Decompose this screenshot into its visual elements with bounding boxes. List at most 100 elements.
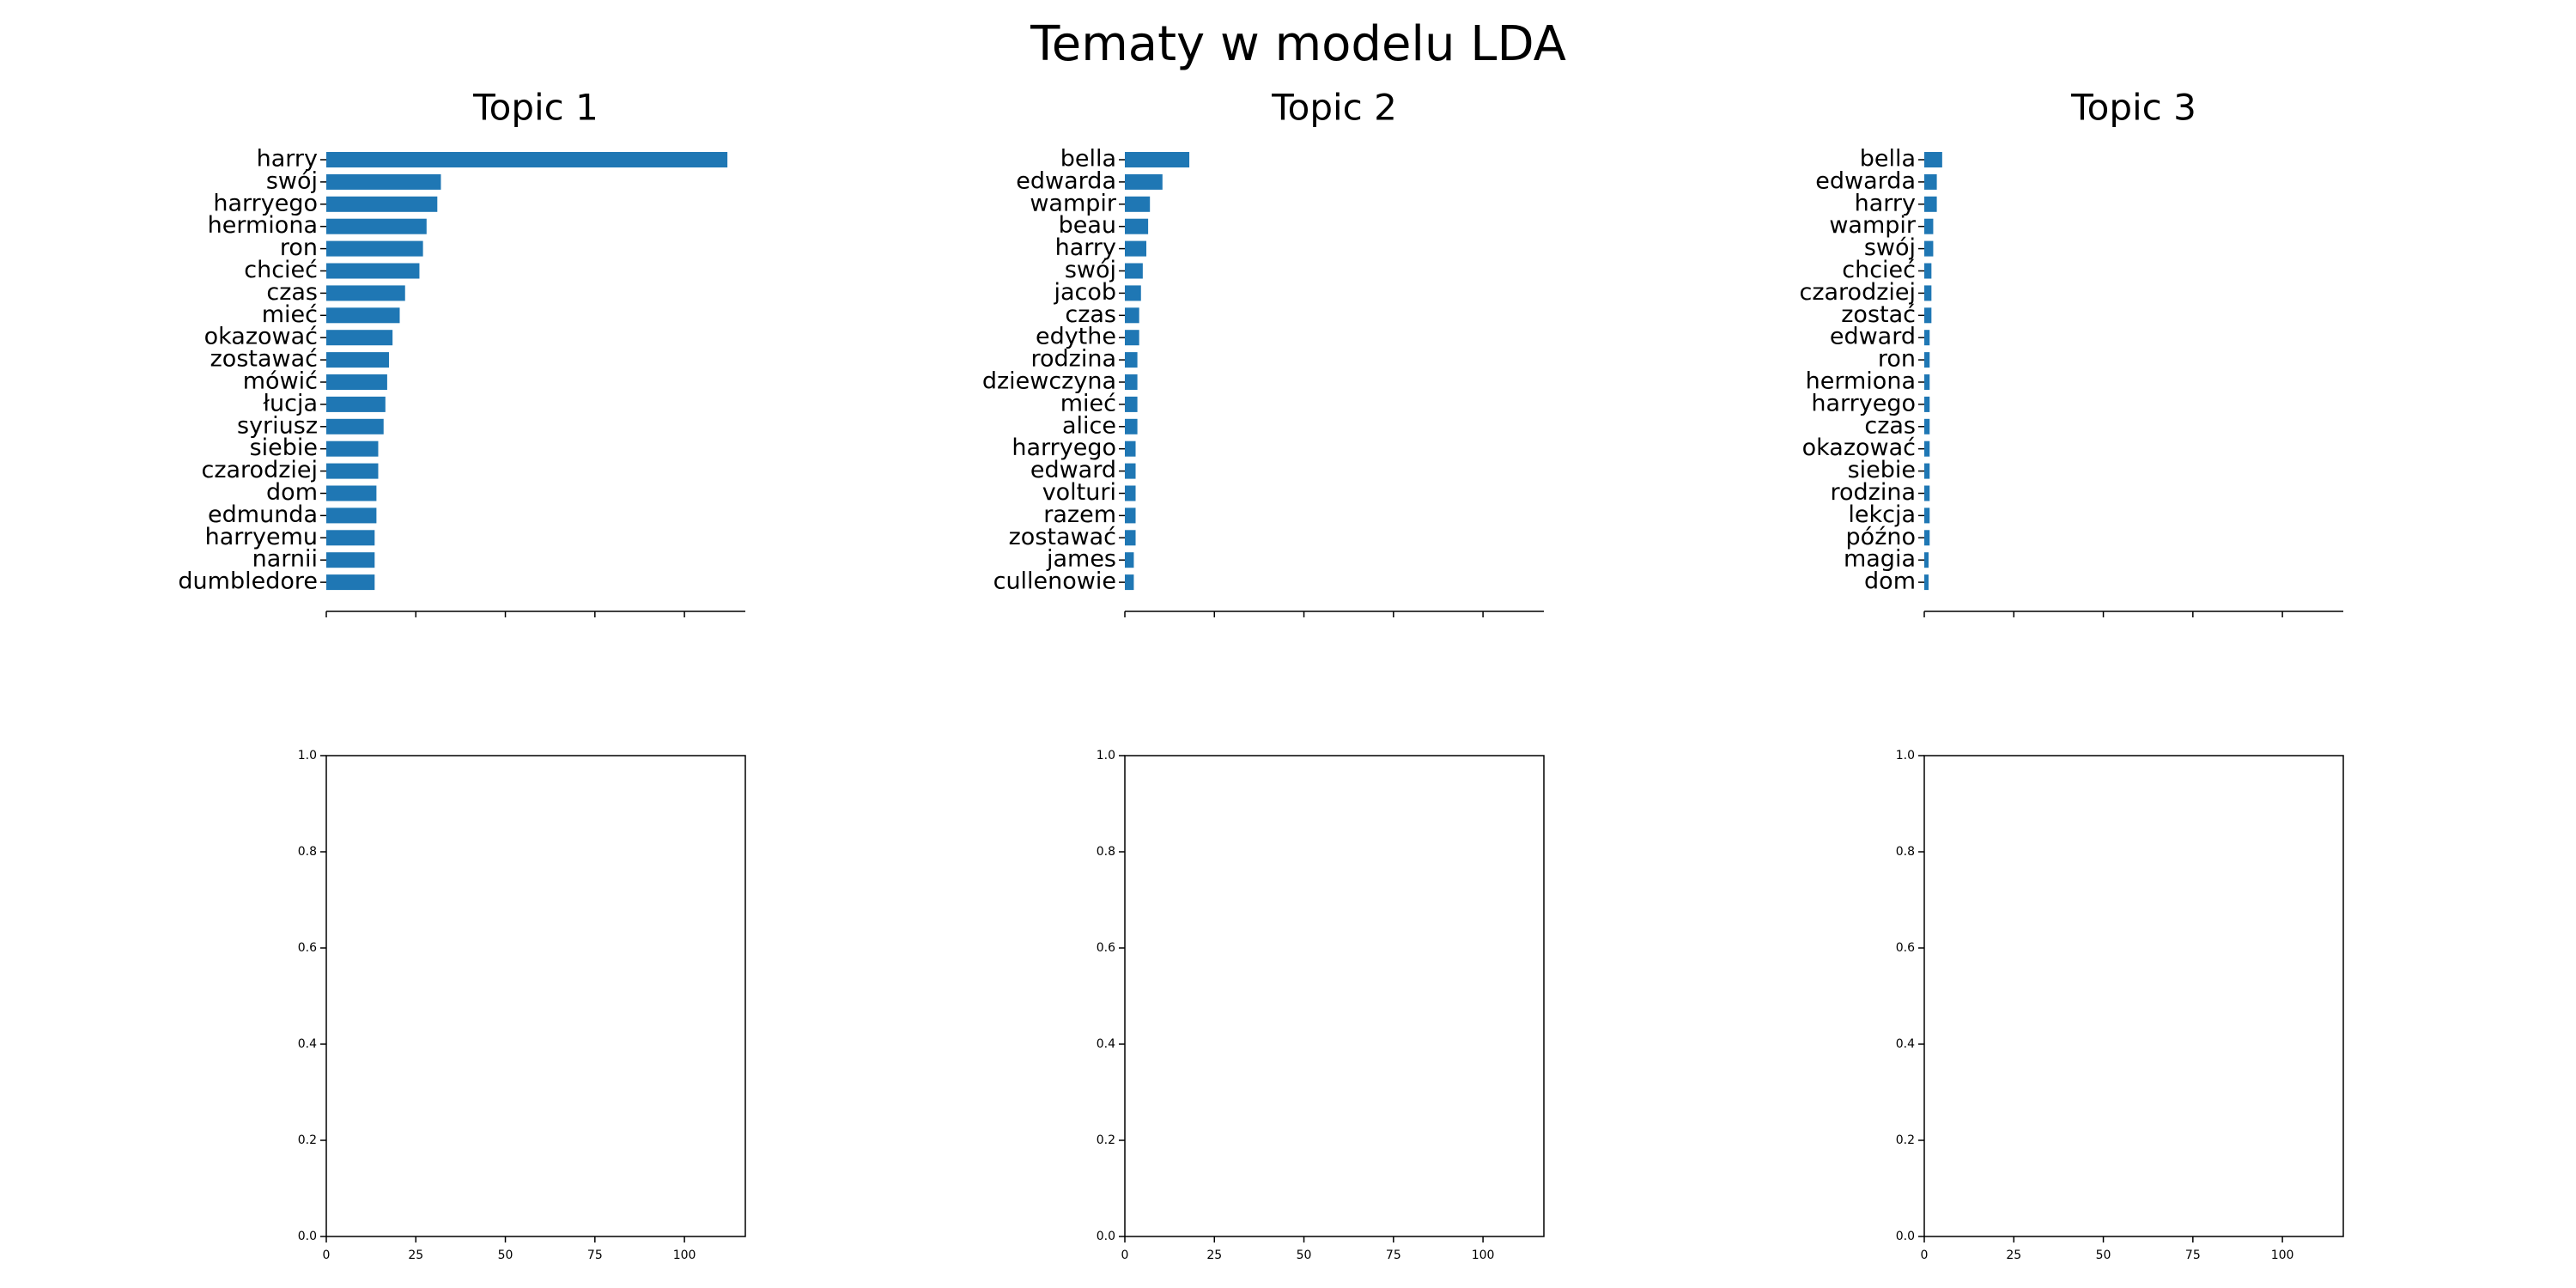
x-tick-label: 0 (1921, 1249, 1929, 1262)
category-label: siebie (250, 434, 318, 461)
category-label: czarodziej (201, 457, 318, 483)
bar (1924, 240, 1934, 257)
bar (1125, 240, 1147, 257)
category-label: bella (1860, 146, 1916, 173)
category-label: zostawać (210, 346, 318, 373)
category-label: czas (1065, 301, 1116, 328)
x-tick-label: 50 (1297, 1249, 1312, 1262)
bar (1924, 374, 1930, 390)
bar (1924, 173, 1937, 190)
category-label: okazować (204, 324, 318, 350)
bar (326, 240, 423, 257)
category-label: czas (266, 279, 318, 306)
category-label: zostać (1841, 301, 1916, 328)
category-label: magia (1844, 546, 1916, 573)
x-tick-label: 0 (323, 1249, 331, 1262)
bar (326, 574, 375, 591)
category-label: jacob (1053, 279, 1116, 306)
bar (1924, 263, 1932, 279)
category-label: mieć (1060, 390, 1116, 416)
bar (1125, 374, 1138, 390)
category-label: zostawać (1009, 524, 1116, 550)
y-tick-label: 0.6 (1896, 941, 1915, 955)
bar (326, 440, 379, 457)
category-label: czas (1864, 412, 1916, 439)
y-tick-label: 0.0 (1097, 1230, 1115, 1243)
y-tick-label: 0.8 (1896, 845, 1915, 859)
y-tick-label: 0.2 (298, 1133, 317, 1147)
bar (326, 463, 379, 479)
bar (1924, 330, 1930, 346)
bar (1924, 418, 1930, 434)
bar (326, 152, 728, 167)
category-label: harryego (213, 190, 318, 216)
category-label: edwarda (1016, 167, 1116, 194)
x-tick-label: 75 (1386, 1249, 1401, 1262)
x-tick-label: 25 (408, 1249, 423, 1262)
category-label: razem (1043, 501, 1116, 528)
category-label: czarodziej (1799, 279, 1916, 306)
bar (1924, 463, 1930, 479)
y-tick-label: 0.4 (1097, 1037, 1115, 1051)
bar (326, 374, 387, 390)
bar (1125, 530, 1136, 546)
category-label: siebie (1848, 457, 1916, 483)
category-label: późno (1846, 524, 1916, 550)
plot-frame (1124, 755, 1545, 1237)
category-label: dumbledore (178, 568, 318, 595)
category-label: mówić (243, 368, 318, 395)
subplot-3: Topic 3 bellaedwardaharrywampirswójchcieć… (1799, 87, 2343, 617)
bar (1924, 218, 1934, 234)
bar (326, 507, 377, 524)
category-label: bella (1060, 146, 1116, 173)
bar (1924, 440, 1930, 457)
category-label: edythe (1036, 324, 1116, 350)
subplot-5: 0 25 50 75 100 0.0 0.2 0.4 0.6 0.8 1.0 (1097, 749, 1545, 1262)
category-label: hermiona (1806, 368, 1916, 395)
category-label: dziewczyna (982, 368, 1116, 395)
x-tick-label: 50 (498, 1249, 513, 1262)
bar (1924, 507, 1930, 524)
plot-frame (1923, 755, 2344, 1237)
bar (1924, 574, 1929, 591)
x-tick-label: 25 (2006, 1249, 2021, 1262)
category-label: dom (266, 479, 318, 506)
category-label: mieć (262, 301, 318, 328)
bar (326, 485, 377, 501)
y-tick-label: 0.6 (1097, 941, 1115, 955)
category-label: alice (1062, 412, 1116, 439)
bar (326, 396, 386, 412)
category-label: harryemu (205, 524, 318, 550)
category-label: rodzina (1831, 479, 1917, 506)
x-tick-label: 0 (1121, 1249, 1129, 1262)
x-tick-label: 100 (673, 1249, 696, 1262)
x-tick-label: 100 (2271, 1249, 2294, 1262)
category-label: syriusz (237, 412, 318, 439)
y-tick-label: 1.0 (1896, 749, 1915, 762)
x-tick-label: 75 (587, 1249, 603, 1262)
category-label: chcieć (244, 257, 318, 283)
bar (326, 263, 420, 279)
bar (1924, 396, 1930, 412)
category-label: harry (1855, 190, 1916, 216)
category-label: wampir (1030, 190, 1117, 216)
category-label: swój (1065, 257, 1116, 283)
bar (1125, 173, 1163, 190)
bar (326, 352, 389, 368)
bar (1125, 574, 1134, 591)
category-label: james (1046, 546, 1116, 573)
bar (1924, 196, 1937, 212)
bar (326, 307, 400, 324)
subplot-1: Topic 1 harryswójharryegohermionaronchcie… (178, 87, 745, 617)
subplot-title: Topic 2 (1271, 87, 1397, 129)
category-label: łucja (263, 390, 318, 416)
bar (326, 530, 375, 546)
subplot-6: 0 25 50 75 100 0.0 0.2 0.4 0.6 0.8 1.0 (1896, 749, 2344, 1262)
y-tick-label: 0.6 (298, 941, 317, 955)
bar (1125, 307, 1139, 324)
bar (1125, 285, 1141, 301)
category-label: ron (280, 234, 318, 261)
subplot-2: Topic 2bellaedwardawampirbeauharryswójja… (982, 87, 1544, 617)
category-label: okazować (1802, 434, 1916, 461)
